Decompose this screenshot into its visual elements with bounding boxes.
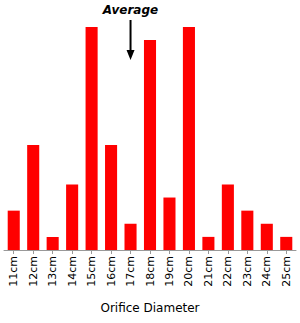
svg-text:Average: Average xyxy=(102,3,158,17)
svg-text:Orifice Diameter: Orifice Diameter xyxy=(100,301,199,315)
svg-text:18cm: 18cm xyxy=(144,256,157,287)
svg-text:15cm: 15cm xyxy=(85,256,98,287)
svg-text:17cm: 17cm xyxy=(124,256,137,287)
svg-text:23cm: 23cm xyxy=(241,256,254,287)
svg-text:16cm: 16cm xyxy=(105,256,118,287)
svg-text:19cm: 19cm xyxy=(163,256,176,287)
svg-text:22cm: 22cm xyxy=(221,256,234,287)
svg-text:13cm: 13cm xyxy=(46,256,59,287)
svg-text:14cm: 14cm xyxy=(66,256,79,287)
svg-text:20cm: 20cm xyxy=(182,256,195,287)
svg-text:21cm: 21cm xyxy=(202,256,215,287)
svg-text:24cm: 24cm xyxy=(260,256,273,287)
svg-text:25cm: 25cm xyxy=(280,256,293,287)
svg-text:12cm: 12cm xyxy=(27,256,40,287)
svg-text:11cm: 11cm xyxy=(7,256,20,287)
